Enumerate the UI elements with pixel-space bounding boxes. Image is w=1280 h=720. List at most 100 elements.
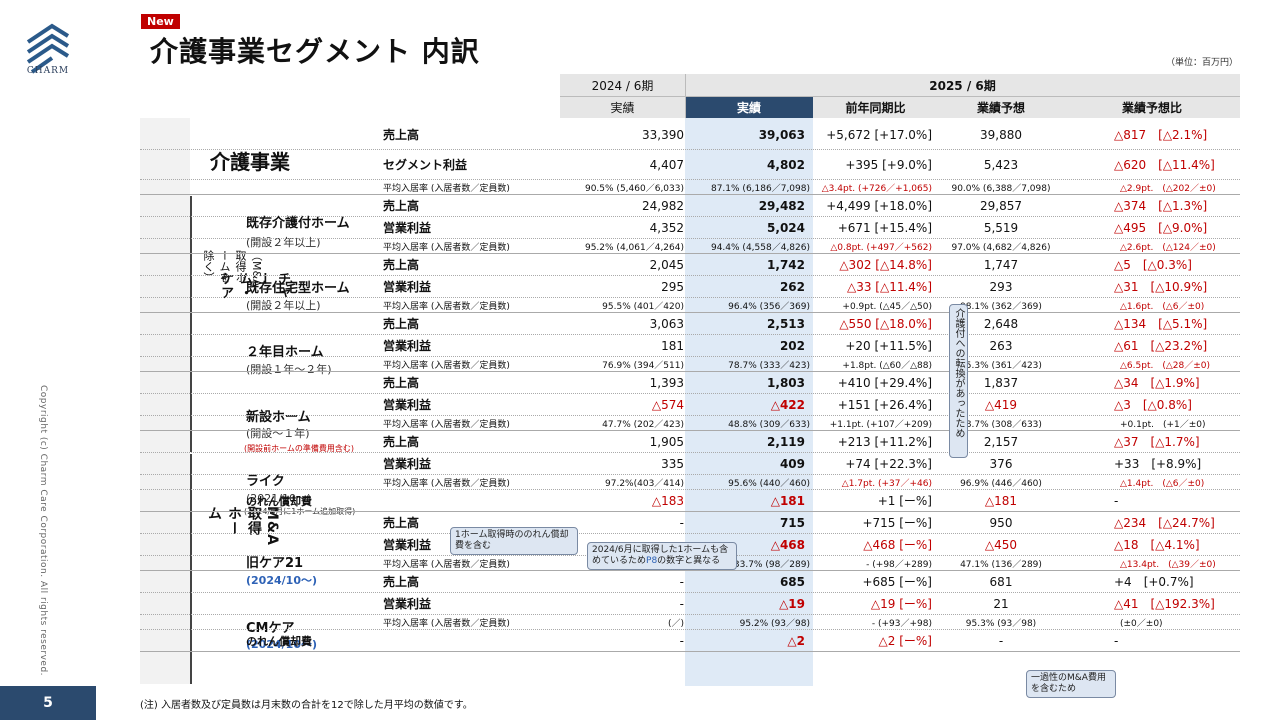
cell-f: △495 [△9.0%] <box>1114 221 1208 235</box>
cell-d: - (+98／+289) <box>866 559 932 570</box>
cell-b: 1,742 <box>767 257 805 272</box>
cell-d: +0.9pt. (△45／△50) <box>842 301 932 312</box>
cell-b: 48.8% (309／633) <box>728 419 810 430</box>
cell-a: (／) <box>667 618 684 629</box>
cell-a: - <box>679 515 684 530</box>
cell-f: △13.4pt. (△39／±0) <box>1120 559 1216 570</box>
cell-label: のれん償却費 <box>246 634 312 648</box>
cell-d: +1.8pt. (△60／△88) <box>842 360 932 371</box>
cell-f: - <box>1114 633 1119 648</box>
cell-a: 295 <box>661 279 684 294</box>
cell-a: 90.5% (5,460／6,033) <box>584 183 684 194</box>
cell-e: 681 <box>989 574 1013 589</box>
cell-d: +20 [+11.5%] <box>845 338 932 353</box>
cell-label: 営業利益 <box>383 597 432 611</box>
cell-f: △817 [△2.1%] <box>1114 128 1208 142</box>
table-row: 平均入居率 (入居者数／定員数) 95.5% (401／420) 96.4% (35… <box>140 298 1240 313</box>
seg-like-sub: (2021/10～) <box>246 492 312 505</box>
group-charm-care: チャーム・ケア <box>218 272 290 300</box>
cell-a: 47.7% (202／423) <box>602 419 684 430</box>
table-row: 平均入居率 (入居者数／定員数) (／) 95.2% (93／98) - (+93／+… <box>140 615 1240 630</box>
cell-d: +1.1pt. (+107／+209) <box>829 419 932 430</box>
cell-b: 715 <box>779 515 805 530</box>
cell-e: 1,747 <box>983 257 1019 272</box>
unit-label: （単位：百万円） <box>1165 58 1238 68</box>
cell-f: △5 [△0.3%] <box>1114 258 1192 272</box>
copyright: Copyright (c) Charm Care Corporation. Al… <box>38 385 48 677</box>
cell-e: △181 <box>984 493 1018 508</box>
seg-shinsetsu-sub2: (開設前ホームの準備費用含む) <box>244 444 355 453</box>
cell-f: △34 [△1.9%] <box>1114 376 1200 390</box>
seg-kyucare-sub: (2024/10～) <box>246 574 317 587</box>
cell-label: 売上高 <box>383 128 420 142</box>
seg-cmcare: CMケア <box>246 621 295 636</box>
cell-label: 売上高 <box>383 317 420 331</box>
cell-e: 47.1% (136／289) <box>960 559 1042 570</box>
cell-f: △31 [△10.9%] <box>1114 280 1208 294</box>
cell-b: △19 <box>779 596 805 611</box>
cell-b: 262 <box>779 279 805 294</box>
seg-kizon-kaigo: 既存介護付ホーム <box>246 216 350 231</box>
cell-b: △181 <box>770 493 805 508</box>
cell-d: +1 [ー%] <box>877 494 932 508</box>
cell-label: 売上高 <box>383 435 420 449</box>
header-actual: 実績 <box>736 100 761 115</box>
cell-b: 1,803 <box>767 375 805 390</box>
cell-label: 平均入居率 (入居者数／定員数) <box>383 618 510 629</box>
cell-e: 21 <box>993 596 1009 611</box>
header-period-curr: 2025 / 6期 <box>929 78 996 93</box>
cell-f: △2.6pt. (△124／±0) <box>1120 242 1216 253</box>
cell-label: 売上高 <box>383 199 420 213</box>
table-row: 営業利益 295 262 △33 [△11.4%] 293 △31 [△10.9%] <box>140 276 1240 298</box>
cell-d: △3.4pt. (+726／+1,065) <box>821 183 932 194</box>
charm-logo-icon <box>26 23 70 74</box>
group-ma: M&A取得ホーム <box>206 506 280 546</box>
cell-a: 97.2%(403／414) <box>605 478 684 489</box>
cell-b: 78.7% (333／423) <box>728 360 810 371</box>
seg-kyucare: 旧ケア21 <box>246 556 304 571</box>
cell-b: △468 <box>770 537 805 552</box>
cell-a: 4,352 <box>649 220 684 235</box>
cell-f: (±0／±0) <box>1120 618 1163 629</box>
cell-label: 平均入居率 (入居者数／定員数) <box>383 478 510 489</box>
table-row: 売上高 1,905 2,119 +213 [+11.2%] 2,157 △37 [△1.7… <box>140 431 1240 453</box>
cell-e: - <box>998 633 1004 648</box>
cell-d: +151 [+26.4%] <box>837 397 932 412</box>
cell-f: +4 [+0.7%] <box>1114 575 1194 589</box>
cell-f: △620 [△11.4%] <box>1114 158 1215 172</box>
cell-label: 営業利益 <box>383 398 432 412</box>
cell-e: 95.3% (93／98) <box>965 618 1037 629</box>
cell-a: 33,390 <box>642 127 684 142</box>
cell-b: 39,063 <box>758 127 805 142</box>
table-row: 売上高 33,390 39,063 +5,672 [+17.0%] 39,880 △817… <box>140 120 1240 150</box>
cell-d: +685 [ー%] <box>862 575 932 589</box>
cell-f: △234 [△24.7%] <box>1114 516 1215 530</box>
cell-e: 48.7% (308／633) <box>960 419 1042 430</box>
cell-label: のれん償却費 <box>246 494 312 508</box>
cell-label: 売上高 <box>383 516 420 530</box>
cell-label: セグメント利益 <box>383 158 468 172</box>
table-row: のれん償却費 △183 △181 +1 [ー%] △181 - <box>140 490 1240 512</box>
group-charm-care-note: （M&A取得ホームを除く） <box>202 250 263 287</box>
cell-a: 4,407 <box>649 157 684 172</box>
page-number: 5 <box>0 686 96 720</box>
cell-f: △134 [△5.1%] <box>1114 317 1208 331</box>
cell-e: 97.0% (4,682／4,826) <box>951 242 1051 253</box>
group-total: 介護事業 <box>210 150 290 174</box>
cell-b: 96.4% (356／369) <box>728 301 810 312</box>
seg-shinsetsu: 新設ホーム <box>246 410 311 425</box>
table-row: 営業利益 181 202 +20 [+11.5%] 263 △61 [△23.2%] <box>140 335 1240 357</box>
cell-a: 1,905 <box>649 434 684 449</box>
cell-b: 95.6% (440／460) <box>728 478 810 489</box>
cell-b: 29,482 <box>758 198 805 213</box>
cell-label: 営業利益 <box>383 538 432 552</box>
cell-d: +715 [ー%] <box>862 516 932 530</box>
cell-a: - <box>679 633 684 648</box>
cell-e: 376 <box>989 456 1013 471</box>
table-row: 平均入居率 (入居者数／定員数) 95.2% (4,061／4,264) 94.4%… <box>140 239 1240 254</box>
cell-f: △6.5pt. (△28／±0) <box>1120 360 1211 371</box>
cell-f: △61 [△23.2%] <box>1114 339 1208 353</box>
new-badge: New <box>141 14 180 29</box>
cell-d: △468 [ー%] <box>863 538 932 552</box>
cell-e: 98.1% (362／369) <box>960 301 1042 312</box>
